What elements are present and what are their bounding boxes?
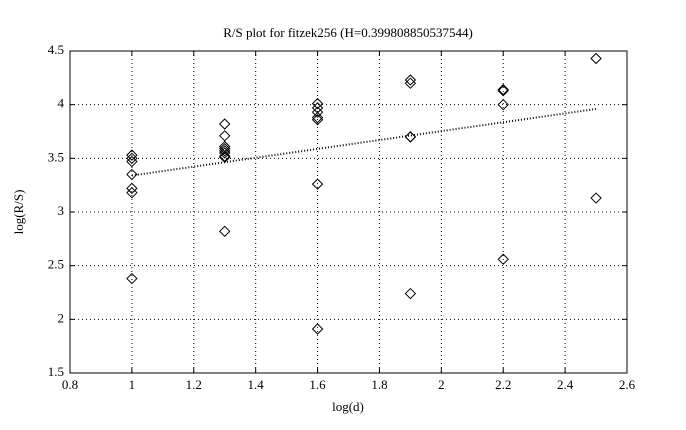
x-tick-label: 2.4 bbox=[557, 377, 574, 392]
point bbox=[590, 192, 602, 204]
point bbox=[497, 83, 509, 96]
y-tick-label: 4.5 bbox=[48, 42, 64, 57]
point bbox=[219, 150, 231, 162]
chart-title: R/S plot for fitzek256 (H=0.399808850537… bbox=[223, 25, 473, 40]
point bbox=[311, 106, 324, 118]
point bbox=[219, 142, 231, 155]
point bbox=[404, 77, 417, 89]
x-tick-label: 1.4 bbox=[248, 377, 265, 392]
point bbox=[126, 155, 138, 168]
point bbox=[497, 98, 509, 111]
point bbox=[311, 178, 324, 190]
point bbox=[404, 74, 417, 86]
point bbox=[126, 186, 138, 199]
point bbox=[497, 253, 509, 265]
point bbox=[590, 52, 602, 65]
point bbox=[404, 287, 417, 300]
y-tick-label: 3.5 bbox=[48, 149, 64, 164]
point bbox=[404, 131, 417, 143]
x-tick-label: 1.2 bbox=[186, 377, 202, 392]
x-tick-label: 1 bbox=[129, 377, 136, 392]
point bbox=[219, 225, 231, 238]
point bbox=[219, 147, 231, 159]
x-tick-label: 1.6 bbox=[309, 377, 326, 392]
x-tick-label: 0.8 bbox=[62, 377, 78, 392]
y-axis-label: log(R/S) bbox=[11, 190, 26, 235]
point bbox=[311, 323, 324, 335]
point bbox=[126, 149, 138, 161]
x-tick-label: 2.2 bbox=[495, 377, 511, 392]
point bbox=[311, 97, 324, 110]
point bbox=[219, 130, 231, 142]
y-tick-label: 2 bbox=[58, 310, 65, 325]
point bbox=[126, 272, 138, 285]
point bbox=[404, 131, 417, 143]
point bbox=[497, 85, 509, 97]
y-tick-label: 2.5 bbox=[48, 257, 64, 272]
x-tick-label: 2.6 bbox=[619, 377, 636, 392]
point bbox=[311, 113, 324, 126]
point bbox=[126, 182, 138, 195]
point bbox=[219, 145, 231, 157]
y-tick-label: 4 bbox=[58, 96, 65, 111]
y-tick-label: 3 bbox=[58, 203, 65, 218]
y-tick-label: 1.5 bbox=[48, 364, 64, 379]
x-tick-label: 1.8 bbox=[371, 377, 387, 392]
point bbox=[126, 168, 138, 181]
point bbox=[126, 152, 138, 165]
fit-line bbox=[131, 107, 597, 177]
x-tick-label: 2 bbox=[438, 377, 445, 392]
plot-frame bbox=[69, 50, 628, 374]
x-axis-label: log(d) bbox=[332, 399, 364, 414]
point bbox=[311, 111, 324, 124]
point bbox=[219, 118, 231, 130]
